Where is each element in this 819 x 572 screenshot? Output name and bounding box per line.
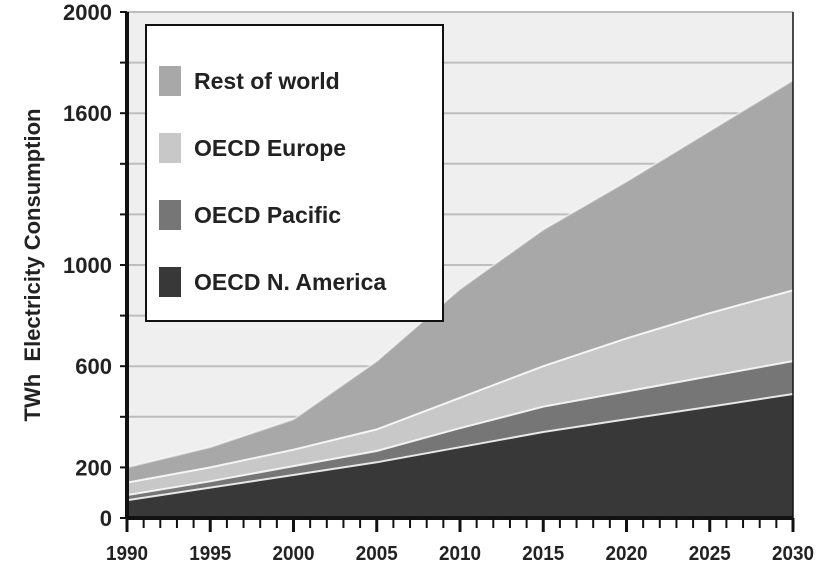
y-tick-label: 2000 (63, 0, 112, 25)
legend-label-oecd-europe: OECD Europe (194, 135, 346, 161)
legend-swatch-rest-of-world (159, 66, 181, 96)
x-tick-label: 2030 (772, 543, 814, 565)
legend-swatch-oecd-pacific (159, 200, 181, 230)
legend-label-rest-of-world: Rest of world (194, 68, 340, 94)
layer-boundary (126, 393, 794, 502)
x-tick-label: 1990 (106, 543, 148, 565)
layer-boundary (126, 289, 794, 484)
x-tick-label: 1995 (189, 543, 231, 565)
layer-boundary (126, 360, 794, 497)
x-tick-label: 2020 (606, 543, 648, 565)
area-series-group (126, 79, 794, 518)
legend-label-oecd-n-america: OECD N. America (194, 269, 386, 295)
y-axis-label: TWh Electricity Consumption (20, 109, 45, 422)
legend-swatch-oecd-europe (159, 133, 181, 163)
y-tick-label: 200 (75, 455, 112, 480)
legend-label-oecd-pacific: OECD Pacific (194, 202, 341, 228)
x-tick-label: 2000 (273, 543, 315, 565)
legend-swatch-oecd-n-america (159, 267, 181, 297)
legend: Rest of world OECD Europe OECD Pacific OECD… (145, 24, 444, 322)
area-oecd-europe (127, 290, 793, 496)
y-tick-labels: 0 200 600 1000 1600 2000 (63, 0, 112, 531)
x-tick-label: 2005 (356, 543, 398, 565)
area-oecd-n-america (127, 394, 793, 518)
x-tick-label: 2010 (439, 543, 481, 565)
x-tick-label: 2015 (522, 543, 564, 565)
y-tick-label: 1000 (63, 253, 112, 278)
y-tick-label: 0 (100, 506, 112, 531)
x-tick-labels: 1990 1995 2000 2005 2010 2015 2020 2025 2030 (106, 543, 814, 565)
y-tick-label: 600 (75, 354, 112, 379)
area-oecd-pacific (127, 361, 793, 501)
x-tick-label: 2025 (689, 543, 731, 565)
area-rest-of-world (127, 80, 793, 483)
axes (120, 11, 795, 532)
layer-boundary (126, 79, 794, 469)
legend-box (145, 24, 444, 322)
y-tick-label: 1600 (63, 101, 112, 126)
